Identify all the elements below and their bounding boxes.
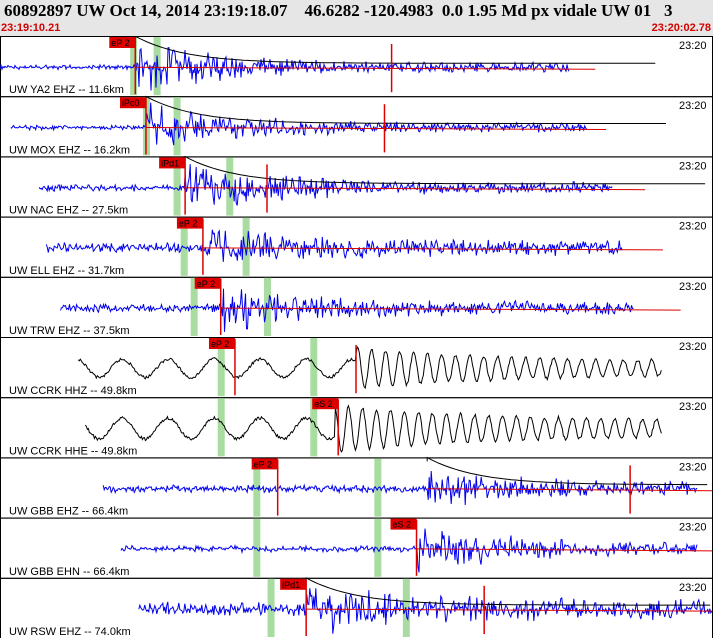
time-tick-label: 23:20 [679,221,707,233]
coda-decay-line [305,577,711,606]
coda-fit-line [185,187,646,191]
phase-pick-label: eS 2 [314,399,333,409]
trace-label: UW MOX EHZ -- 16.2km [9,144,130,156]
phase-pick-flag [109,37,136,48]
coda-decay-line [134,36,656,64]
trace-panel: eP 2 UW TRW EHZ -- 37.5km 23:20 [0,276,713,339]
end-time: 23:20:02.78 [651,22,711,34]
coda-fit-line [145,127,606,131]
time-tick-label: 23:20 [679,461,707,473]
trace-panel: eP 2 UW YA2 EHZ -- 11.6km 23:20 [0,36,713,98]
pick-window [253,518,261,577]
coda-fit-line [135,66,596,70]
phase-pick-label: eP 2 [111,38,129,48]
phase-pick-label: iPd1 [282,580,300,590]
coda-fit-line [427,488,713,492]
coda-fit-line [416,548,713,552]
phase-pick-flag [208,338,235,349]
phase-pick-label: eS 2 [393,520,412,530]
pick-window [374,518,382,577]
trace-label: UW RSW EHZ -- 74.0km [9,626,131,638]
coda-fit-line [202,247,663,251]
phase-pick-flag [312,398,339,410]
waveform-line [10,102,587,146]
phase-pick-flag [159,157,186,169]
pick-window [217,338,225,397]
coda-decay-line [184,155,706,185]
phase-pick-label: eP 2 [211,339,229,349]
waveform-line [120,528,698,573]
time-tick-label: 23:20 [679,40,707,52]
time-tick-label: 23:20 [679,522,707,534]
time-tick-label: 23:20 [679,100,707,112]
phase-pick-flag [390,518,417,530]
waveform-line [60,288,634,332]
pick-window [374,458,382,517]
event-title: 60892897 UW Oct 14, 2014 23:19:18.07 46.… [4,1,673,20]
phase-pick-label: iPd1 [161,158,179,168]
phase-pick-flag [280,578,307,590]
phase-pick-flag [119,97,146,109]
waveform-line [77,345,662,389]
waveform-panels: eP 2 UW YA2 EHZ -- 11.6km 23:20 iPc0 UW MOX … [0,36,713,638]
trace-label: UW ELL EHZ -- 31.7km [9,265,124,277]
trace-label: UW TRW EHZ -- 37.5km [9,325,130,337]
trace-label: UW CCRK HHE -- 49.8km [9,445,137,457]
phase-pick-label: eP 2 [254,459,272,469]
start-time: 23:19:10.21 [1,22,61,34]
coda-decay-line [426,456,708,486]
phase-pick-label: iPc0 [122,98,140,108]
pick-window [242,217,250,276]
pick-window [217,398,225,457]
trace-panel: iPd1 UW NAC EHZ -- 27.5km 23:20 [0,155,713,218]
waveform-line [102,470,698,506]
trace-panel: eP 2 UW ELL EHZ -- 31.7km 23:20 [0,216,713,278]
time-tick-label: 23:20 [679,160,707,172]
trace-panel: iPd1 UW RSW EHZ -- 74.0km 23:20 [0,577,713,638]
phase-pick-flag [176,217,203,229]
trace-panel: iPc0 UW MOX EHZ -- 16.2km 23:20 [0,95,713,158]
waveform-line [38,164,613,206]
trace-panel: eS 2 UW GBB EHN -- 66.4km 23:20 [0,517,713,579]
event-header: 60892897 UW Oct 14, 2014 23:19:18.07 46.… [0,0,713,36]
phase-pick-label: eP 2 [197,279,215,289]
coda-fit-line [306,608,713,612]
trace-label: UW GBB EHN -- 66.4km [9,566,129,578]
trace-label: UW CCRK HHZ -- 49.8km [9,385,137,397]
pick-window [310,398,318,457]
trace-label: UW GBB EHZ -- 66.4km [9,506,128,518]
coda-fit-line [220,307,681,311]
trace-panel: eP 2 UW GBB EHZ -- 66.4km 23:20 [0,456,713,519]
time-tick-label: 23:20 [679,341,707,353]
waveform-line [45,229,623,262]
time-tick-label: 23:20 [679,401,707,413]
pick-window [173,157,181,216]
phase-pick-flag [194,277,221,289]
time-tick-label: 23:20 [679,281,707,293]
phase-pick-label: eP 2 [179,219,197,229]
waveform-line [84,404,662,453]
coda-decay-line [145,95,666,124]
pick-window [173,97,181,156]
trace-panel: eP 2 UW CCRK HHZ -- 49.8km 23:20 [0,337,713,399]
trace-label: UW NAC EHZ -- 27.5km [9,205,128,217]
trace-panel: eS 2 UW CCRK HHE -- 49.8km 23:20 [0,397,713,459]
phase-pick-flag [251,458,278,470]
trace-label: UW YA2 EHZ -- 11.6km [9,84,124,96]
time-tick-label: 23:20 [679,582,707,594]
pick-window [310,338,318,397]
